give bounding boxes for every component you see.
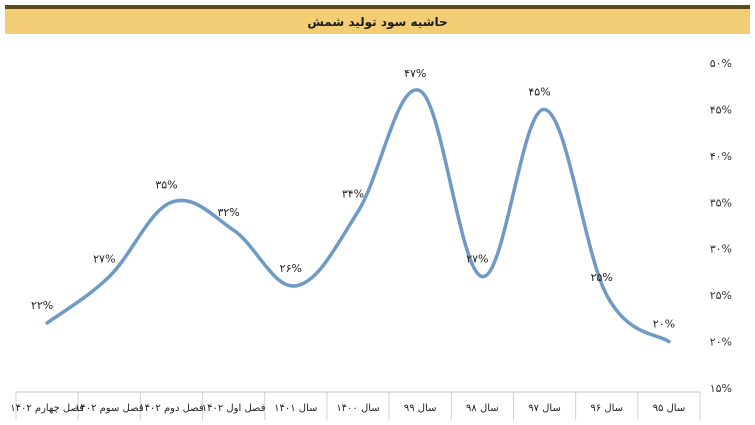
x-tick-label: سال ۱۴۰۰ xyxy=(336,403,379,414)
data-label: ۳۵% xyxy=(155,178,177,191)
series-line xyxy=(45,88,671,344)
chart-title: حاشیه سود تولید شمش xyxy=(307,14,448,29)
data-label: ۲۲% xyxy=(31,299,53,312)
data-label: ۲۷% xyxy=(93,253,115,266)
x-tick-label: سال ۹۷ xyxy=(528,403,561,414)
y-tick-label: ۱۵% xyxy=(710,382,732,395)
data-label: ۲۷% xyxy=(466,253,488,266)
x-tick-label: سال ۹۹ xyxy=(404,403,437,414)
x-tick-label: فصل دوم ۱۴۰۲ xyxy=(139,403,204,414)
x-tick-label: فصل اول ۱۴۰۲ xyxy=(202,403,266,414)
x-tick-label: سال ۱۴۰۱ xyxy=(274,403,317,414)
y-tick-label: ۵۰% xyxy=(710,57,732,70)
data-label: ۲۵% xyxy=(591,271,613,284)
data-label: ۲۶% xyxy=(280,262,302,275)
y-tick-label: ۴۰% xyxy=(710,150,732,163)
y-tick-label: ۳۰% xyxy=(710,243,732,256)
x-tick-label: فصل چهارم ۱۴۰۲ xyxy=(10,403,84,414)
chart-header-bar: حاشیه سود تولید شمش xyxy=(5,9,750,34)
data-label: ۴۷% xyxy=(404,67,426,80)
data-label: ۲۰% xyxy=(653,318,675,331)
data-label: ۳۴% xyxy=(342,188,364,201)
x-tick-label: سال ۹۸ xyxy=(466,403,499,414)
x-tick-label: فصل سوم ۱۴۰۲ xyxy=(75,403,144,414)
data-label: ۳۲% xyxy=(217,206,239,219)
data-label: ۴۵% xyxy=(528,85,550,98)
y-tick-label: ۲۵% xyxy=(710,289,732,302)
x-tick-label: سال ۹۶ xyxy=(590,403,623,414)
y-tick-label: ۳۵% xyxy=(710,196,732,209)
y-tick-label: ۲۰% xyxy=(710,336,732,349)
header-top-border xyxy=(5,5,750,9)
y-tick-label: ۴۵% xyxy=(710,103,732,116)
x-tick-label: سال ۹۵ xyxy=(653,403,686,414)
